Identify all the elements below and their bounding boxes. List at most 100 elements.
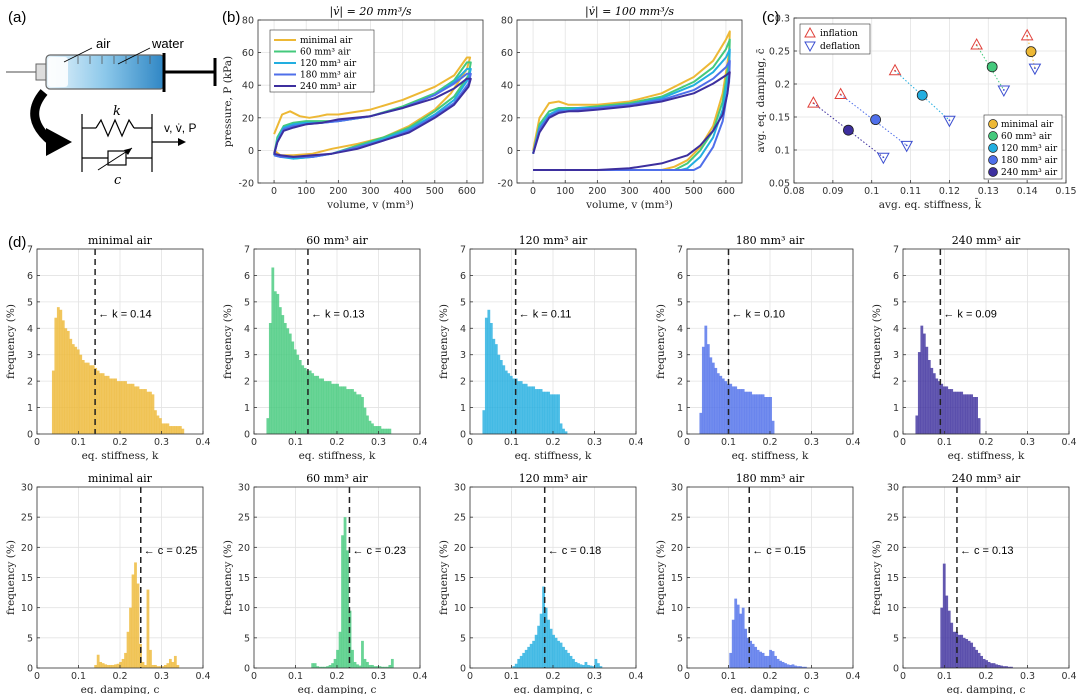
hist_k-4-bar-19 bbox=[950, 389, 954, 434]
hist_c-2-bar-25 bbox=[532, 640, 536, 668]
hist_c-3-bar-47 bbox=[804, 666, 807, 668]
scatter-xtick-label: 0.13 bbox=[978, 186, 999, 197]
hist_k-4-bar-21 bbox=[955, 391, 959, 434]
hist_c-2-xtick-label: 0 bbox=[467, 671, 473, 682]
scatter-xtick-label: 0.09 bbox=[822, 186, 843, 197]
loop20-series-group bbox=[273, 56, 472, 160]
hist_c-1-bar-25 bbox=[316, 666, 320, 668]
legend-air-entry-3: 180 mm³ air bbox=[1001, 156, 1058, 166]
hist_k-3-bar-11 bbox=[714, 367, 718, 434]
hist_k-3-bar-10 bbox=[711, 362, 715, 434]
hist_k-2-ytick-label: 2 bbox=[460, 377, 466, 388]
hist_k-0-bar-36 bbox=[126, 383, 130, 434]
loop20-xtick-label: 400 bbox=[394, 186, 412, 197]
inflation-marker-0 bbox=[1020, 28, 1034, 41]
hist_c-0-mean-label: ← c = 0.25 bbox=[144, 545, 198, 557]
loop20-title: |v̇| = 20 mm³/s bbox=[330, 5, 412, 19]
inflation-marker-3 bbox=[834, 87, 847, 100]
hist_k-1-bar-53 bbox=[385, 428, 389, 434]
hist_k-3-bar-21 bbox=[739, 389, 743, 434]
hist_k-3-bar-25 bbox=[749, 391, 753, 434]
hist_c-4-bar-28 bbox=[972, 646, 976, 668]
hist_k-0-ytick-label: 5 bbox=[27, 297, 33, 308]
legend-air-entry-0: minimal air bbox=[1001, 120, 1054, 130]
hist_c-4-xtick-label: 0 bbox=[900, 671, 906, 682]
hist_c-0-bar-23 bbox=[94, 664, 98, 668]
hist_k-0-bar-9 bbox=[59, 309, 63, 434]
hist_c-1-bar-32 bbox=[333, 658, 337, 668]
hist_c-1-bar-26 bbox=[318, 666, 322, 668]
loop100-xlabel: volume, v (mm³) bbox=[585, 199, 673, 211]
hist_c-3-bar-28 bbox=[756, 649, 760, 668]
hist_k-2-bar-24 bbox=[529, 386, 533, 434]
hist_c-0-bar-42 bbox=[141, 661, 145, 668]
hist_c-2-xtick-label: 0.3 bbox=[587, 671, 602, 682]
hist_c-0-xlabel: eq. damping, c bbox=[81, 684, 160, 694]
loop100-ytick-label: -20 bbox=[497, 179, 513, 190]
hist_c-4-bar-17 bbox=[945, 595, 949, 668]
hist_k-2-ylabel: frequency (%) bbox=[438, 304, 450, 379]
scatter-ytick-label: 0.1 bbox=[775, 146, 790, 157]
hist_k-3-bar-24 bbox=[746, 391, 750, 434]
hist_c-3-ytick-label: 10 bbox=[671, 603, 683, 614]
hist_k-1-title: 60 mm³ air bbox=[306, 234, 368, 247]
hist_c-2-ytick-label: 30 bbox=[454, 483, 466, 494]
hist_k-1-ytick-label: 2 bbox=[244, 377, 250, 388]
hist_c-4-bar-23 bbox=[960, 634, 964, 668]
hist_c-2-ytick-label: 15 bbox=[454, 573, 466, 584]
hist_k-4-bar-12 bbox=[932, 373, 936, 434]
hist_c-3-bar-29 bbox=[759, 651, 762, 668]
hist_c-3-bar-17 bbox=[729, 652, 733, 668]
hist_c-1-bar-27 bbox=[321, 666, 325, 668]
hist_k-0-ytick-label: 3 bbox=[27, 350, 33, 361]
hist_c-4-chart: ← c = 0.13 0 0.1 0.2 0.3 0.4 0 5 10 15 20 25 30 240 m… bbox=[871, 472, 1077, 694]
average-point-4 bbox=[843, 124, 854, 136]
hist_c-0-bar-27 bbox=[104, 664, 108, 668]
hist_c-1-bar-36 bbox=[343, 517, 347, 668]
hist_k-0-ytick-label: 6 bbox=[27, 271, 33, 282]
legend-entry-4: 240 mm³ air bbox=[300, 82, 357, 92]
hist_k-1-bar-35 bbox=[341, 386, 344, 434]
hist_c-4-ylabel: frequency (%) bbox=[871, 540, 883, 615]
hist_k-2-bar-9 bbox=[492, 338, 496, 434]
hist_k-3-bar-29 bbox=[759, 394, 762, 434]
hist_k-0-bar-30 bbox=[111, 378, 115, 434]
air-label: air bbox=[96, 36, 111, 51]
hist_c-1-bar-34 bbox=[338, 631, 342, 668]
hist_k-2-bar-31 bbox=[547, 391, 550, 434]
hist_k-0-ytick-label: 1 bbox=[27, 403, 33, 414]
hist_k-1-bar-34 bbox=[338, 386, 342, 434]
hist_c-3-mean-label: ← c = 0.15 bbox=[752, 545, 806, 557]
hist_c-2-bar-31 bbox=[547, 619, 550, 668]
hist_k-3-bar-15 bbox=[724, 381, 728, 434]
hist_k-1-ytick-label: 7 bbox=[244, 245, 250, 256]
hist_k-0-ytick-label: 0 bbox=[27, 430, 33, 441]
hist_k-1-bar-22 bbox=[308, 370, 312, 434]
loop20-chart: 0 100 200 300 400 500 600 -20 0 20 40 60 80 |v̇| = 20… bbox=[222, 5, 484, 211]
hist_k-1-xtick-label: 0.3 bbox=[371, 437, 386, 448]
scatter-connector-4 bbox=[813, 102, 884, 158]
hist_k-1-xtick-label: 0.2 bbox=[329, 437, 344, 448]
hist_c-4-bar-19 bbox=[950, 622, 954, 668]
hist_k-3-bar-28 bbox=[756, 394, 760, 434]
hist_c-3-xtick-label: 0 bbox=[684, 671, 690, 682]
hist_c-3-bar-33 bbox=[769, 649, 772, 668]
hist_c-0-bar-39 bbox=[134, 562, 137, 668]
hist_k-2-bar-18 bbox=[514, 378, 518, 434]
hist_c-1-bar-33 bbox=[336, 649, 339, 668]
hist_k-3-title: 180 mm³ air bbox=[736, 234, 805, 247]
hist_k-4-bars bbox=[915, 325, 981, 434]
hist_k-4-bar-15 bbox=[940, 383, 944, 434]
hist_c-0-bar-31 bbox=[114, 664, 117, 668]
scatter-xtick-label: 0.1 bbox=[864, 186, 879, 197]
hist_c-4-bar-39 bbox=[1000, 665, 1003, 668]
hist_k-4-bar-9 bbox=[925, 346, 929, 434]
deflation-marker-3 bbox=[900, 140, 914, 153]
hist_c-3-ytick-label: 25 bbox=[671, 513, 683, 524]
loop20-xtick-label: 600 bbox=[458, 186, 476, 197]
hist_k-3-bar-32 bbox=[766, 397, 770, 434]
hist_c-0-bar-24 bbox=[96, 654, 100, 668]
hist_k-4-bar-20 bbox=[952, 391, 956, 434]
hist_k-1-bar-11 bbox=[281, 315, 285, 434]
